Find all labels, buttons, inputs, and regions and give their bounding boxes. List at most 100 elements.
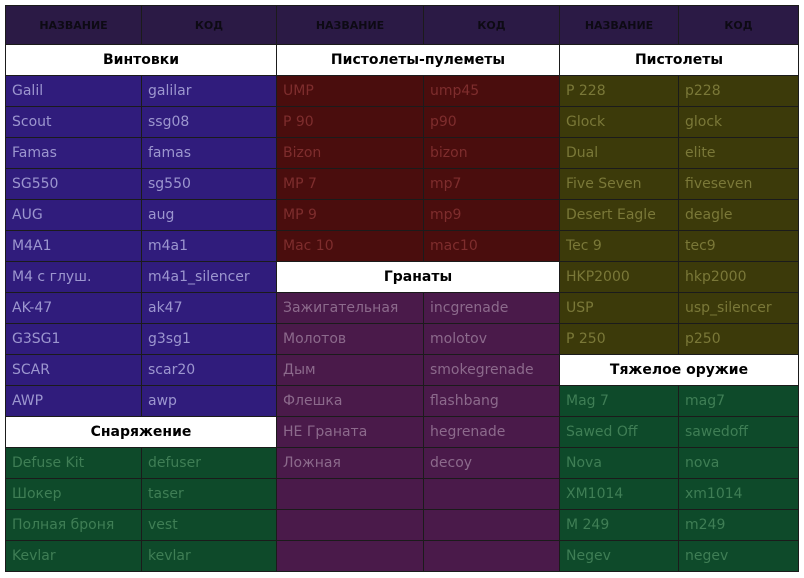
- weapon-name: P 250: [559, 323, 679, 355]
- weapon-name: Desert Eagle: [559, 199, 679, 231]
- weapon-code: kevlar: [141, 540, 277, 572]
- weapon-code: elite: [678, 137, 799, 169]
- weapon-name: Glock: [559, 106, 679, 138]
- weapon-code: p250: [678, 323, 799, 355]
- weapon-code: p228: [678, 75, 799, 107]
- weapon-name: MP 7: [276, 168, 424, 200]
- empty-cell: [423, 509, 560, 541]
- weapon-code: molotov: [423, 323, 560, 355]
- weapon-code: galilar: [141, 75, 277, 107]
- weapon-code: g3sg1: [141, 323, 277, 355]
- weapon-name: SG550: [5, 168, 142, 200]
- weapon-code: smokegrenade: [423, 354, 560, 386]
- weapon-name: Dual: [559, 137, 679, 169]
- weapon-code: m249: [678, 509, 799, 541]
- weapon-name: AWP: [5, 385, 142, 417]
- empty-cell: [423, 540, 560, 572]
- empty-cell: [276, 509, 424, 541]
- weapon-code: mag7: [678, 385, 799, 417]
- weapon-code: awp: [141, 385, 277, 417]
- weapon-code: negev: [678, 540, 799, 572]
- weapon-name: Scout: [5, 106, 142, 138]
- weapon-name: Defuse Kit: [5, 447, 142, 479]
- section-title: Пистолеты-пулеметы: [276, 44, 560, 76]
- weapon-name: Galil: [5, 75, 142, 107]
- weapon-code: ump45: [423, 75, 560, 107]
- weapon-name: Famas: [5, 137, 142, 169]
- weapon-code: sawedoff: [678, 416, 799, 448]
- weapon-code: mac10: [423, 230, 560, 262]
- weapon-name: Молотов: [276, 323, 424, 355]
- weapon-name: Ложная: [276, 447, 424, 479]
- column-header: КОД: [423, 5, 560, 45]
- weapon-name: Дым: [276, 354, 424, 386]
- weapon-code: p90: [423, 106, 560, 138]
- empty-cell: [423, 478, 560, 510]
- column-header: КОД: [678, 5, 799, 45]
- weapon-name: Five Seven: [559, 168, 679, 200]
- weapon-code: famas: [141, 137, 277, 169]
- weapon-name: SCAR: [5, 354, 142, 386]
- weapon-code: nova: [678, 447, 799, 479]
- weapon-code: scar20: [141, 354, 277, 386]
- column-header: НАЗВАНИЕ: [5, 5, 142, 45]
- weapon-code: fiveseven: [678, 168, 799, 200]
- empty-cell: [276, 540, 424, 572]
- section-title: Гранаты: [276, 261, 560, 293]
- weapon-name: MP 9: [276, 199, 424, 231]
- weapon-code: mp9: [423, 199, 560, 231]
- weapon-name: M 249: [559, 509, 679, 541]
- weapon-code: usp_silencer: [678, 292, 799, 324]
- weapon-name: UMP: [276, 75, 424, 107]
- section-title: Винтовки: [5, 44, 277, 76]
- weapon-code: sg550: [141, 168, 277, 200]
- column-header: КОД: [141, 5, 277, 45]
- weapon-name: Nova: [559, 447, 679, 479]
- weapon-name: Mag 7: [559, 385, 679, 417]
- weapon-name: HKP2000: [559, 261, 679, 293]
- weapon-name: Шокер: [5, 478, 142, 510]
- weapon-code: xm1014: [678, 478, 799, 510]
- section-title: Тяжелое оружие: [559, 354, 799, 386]
- column-header: НАЗВАНИЕ: [276, 5, 424, 45]
- weapon-name: Флешка: [276, 385, 424, 417]
- column-header: НАЗВАНИЕ: [559, 5, 679, 45]
- weapon-code: hkp2000: [678, 261, 799, 293]
- section-title: Снаряжение: [5, 416, 277, 448]
- weapon-name: Kevlar: [5, 540, 142, 572]
- weapon-name: XM1014: [559, 478, 679, 510]
- weapon-code: deagle: [678, 199, 799, 231]
- weapon-name: G3SG1: [5, 323, 142, 355]
- weapon-code: flashbang: [423, 385, 560, 417]
- weapon-code: ssg08: [141, 106, 277, 138]
- weapon-code: tec9: [678, 230, 799, 262]
- weapon-name: M4 с глуш.: [5, 261, 142, 293]
- weapon-code: ak47: [141, 292, 277, 324]
- weapon-name: P 90: [276, 106, 424, 138]
- weapon-name: Mac 10: [276, 230, 424, 262]
- section-title: Пистолеты: [559, 44, 799, 76]
- weapon-name: M4A1: [5, 230, 142, 262]
- weapon-code: hegrenade: [423, 416, 560, 448]
- weapon-code: aug: [141, 199, 277, 231]
- weapon-code: glock: [678, 106, 799, 138]
- weapon-code: defuser: [141, 447, 277, 479]
- weapon-code: taser: [141, 478, 277, 510]
- empty-cell: [276, 478, 424, 510]
- weapon-code: incgrenade: [423, 292, 560, 324]
- weapon-name: USP: [559, 292, 679, 324]
- weapon-name: Полная броня: [5, 509, 142, 541]
- weapon-code: bizon: [423, 137, 560, 169]
- weapon-code: vest: [141, 509, 277, 541]
- weapon-name: Sawed Off: [559, 416, 679, 448]
- weapon-name: HE Граната: [276, 416, 424, 448]
- weapon-name: Зажигательная: [276, 292, 424, 324]
- weapon-name: Tec 9: [559, 230, 679, 262]
- weapon-name: Bizon: [276, 137, 424, 169]
- weapon-name: P 228: [559, 75, 679, 107]
- weapon-code: mp7: [423, 168, 560, 200]
- weapon-code: decoy: [423, 447, 560, 479]
- weapon-name: AK-47: [5, 292, 142, 324]
- weapon-name: AUG: [5, 199, 142, 231]
